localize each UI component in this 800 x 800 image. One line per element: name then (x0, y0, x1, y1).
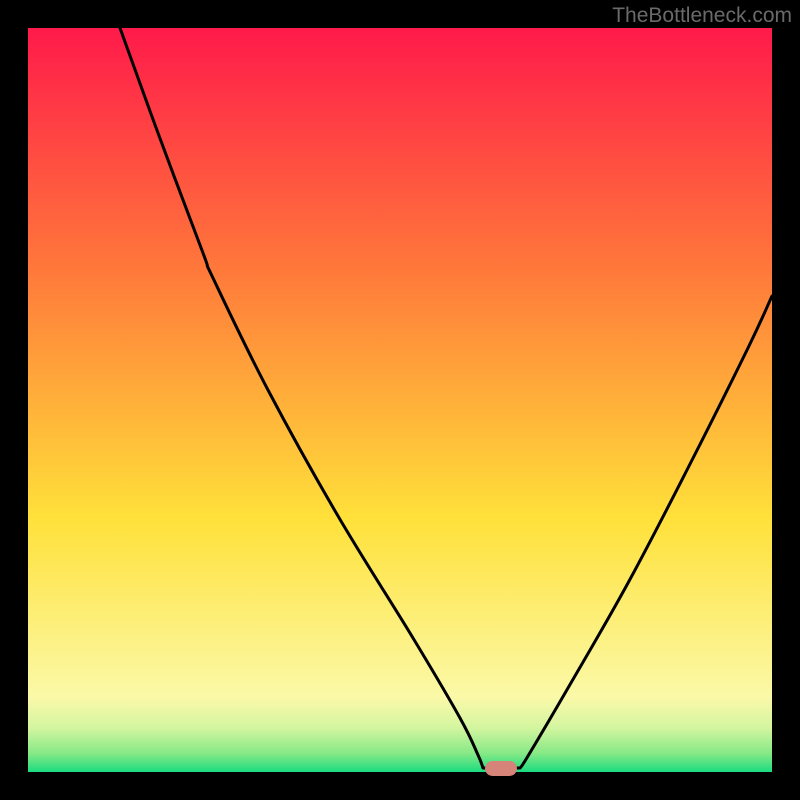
bottleneck-curve (28, 28, 772, 772)
bottleneck-marker (485, 761, 517, 776)
watermark-text: TheBottleneck.com (612, 4, 792, 28)
chart-container: TheBottleneck.com (0, 0, 800, 800)
plot-area (28, 28, 772, 772)
